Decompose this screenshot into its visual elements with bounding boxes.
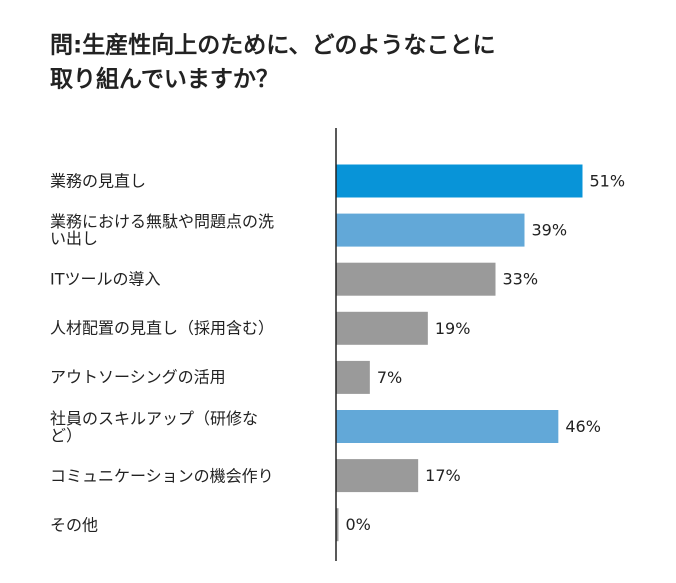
- value-label: 19%: [435, 319, 471, 338]
- category-label: 業務における無駄や問題点の洗い出し: [50, 212, 275, 249]
- value-label: 39%: [532, 221, 568, 240]
- value-label: 17%: [425, 466, 461, 485]
- bar: [336, 213, 525, 247]
- bar: [336, 459, 419, 493]
- value-label: 51%: [590, 172, 626, 191]
- bar: [336, 311, 428, 345]
- category-label: 業務の見直し: [50, 171, 147, 191]
- bar: [336, 410, 559, 443]
- category-label: アウトソーシングの活用: [50, 367, 226, 387]
- category-label: 人材配置の見直し（採用含む）: [50, 318, 275, 338]
- value-label: 0%: [346, 515, 371, 534]
- category-label: コミュニケーションの機会作り: [50, 466, 274, 486]
- value-label: 46%: [565, 417, 601, 436]
- chart-title: 取り組んでいますか？: [50, 66, 279, 93]
- value-label: 7%: [377, 368, 402, 387]
- bar: [336, 360, 370, 394]
- category-label: ITツールの導入: [50, 269, 161, 289]
- category-label: その他: [50, 515, 99, 535]
- bar: [336, 508, 339, 542]
- value-label: 33%: [503, 270, 539, 289]
- chart-title: 問:生産性向上のために、どのようなことに: [50, 32, 496, 59]
- bar: [336, 164, 583, 198]
- category-label: 社員のスキルアップ（研修など）: [50, 408, 259, 445]
- bar: [336, 262, 496, 296]
